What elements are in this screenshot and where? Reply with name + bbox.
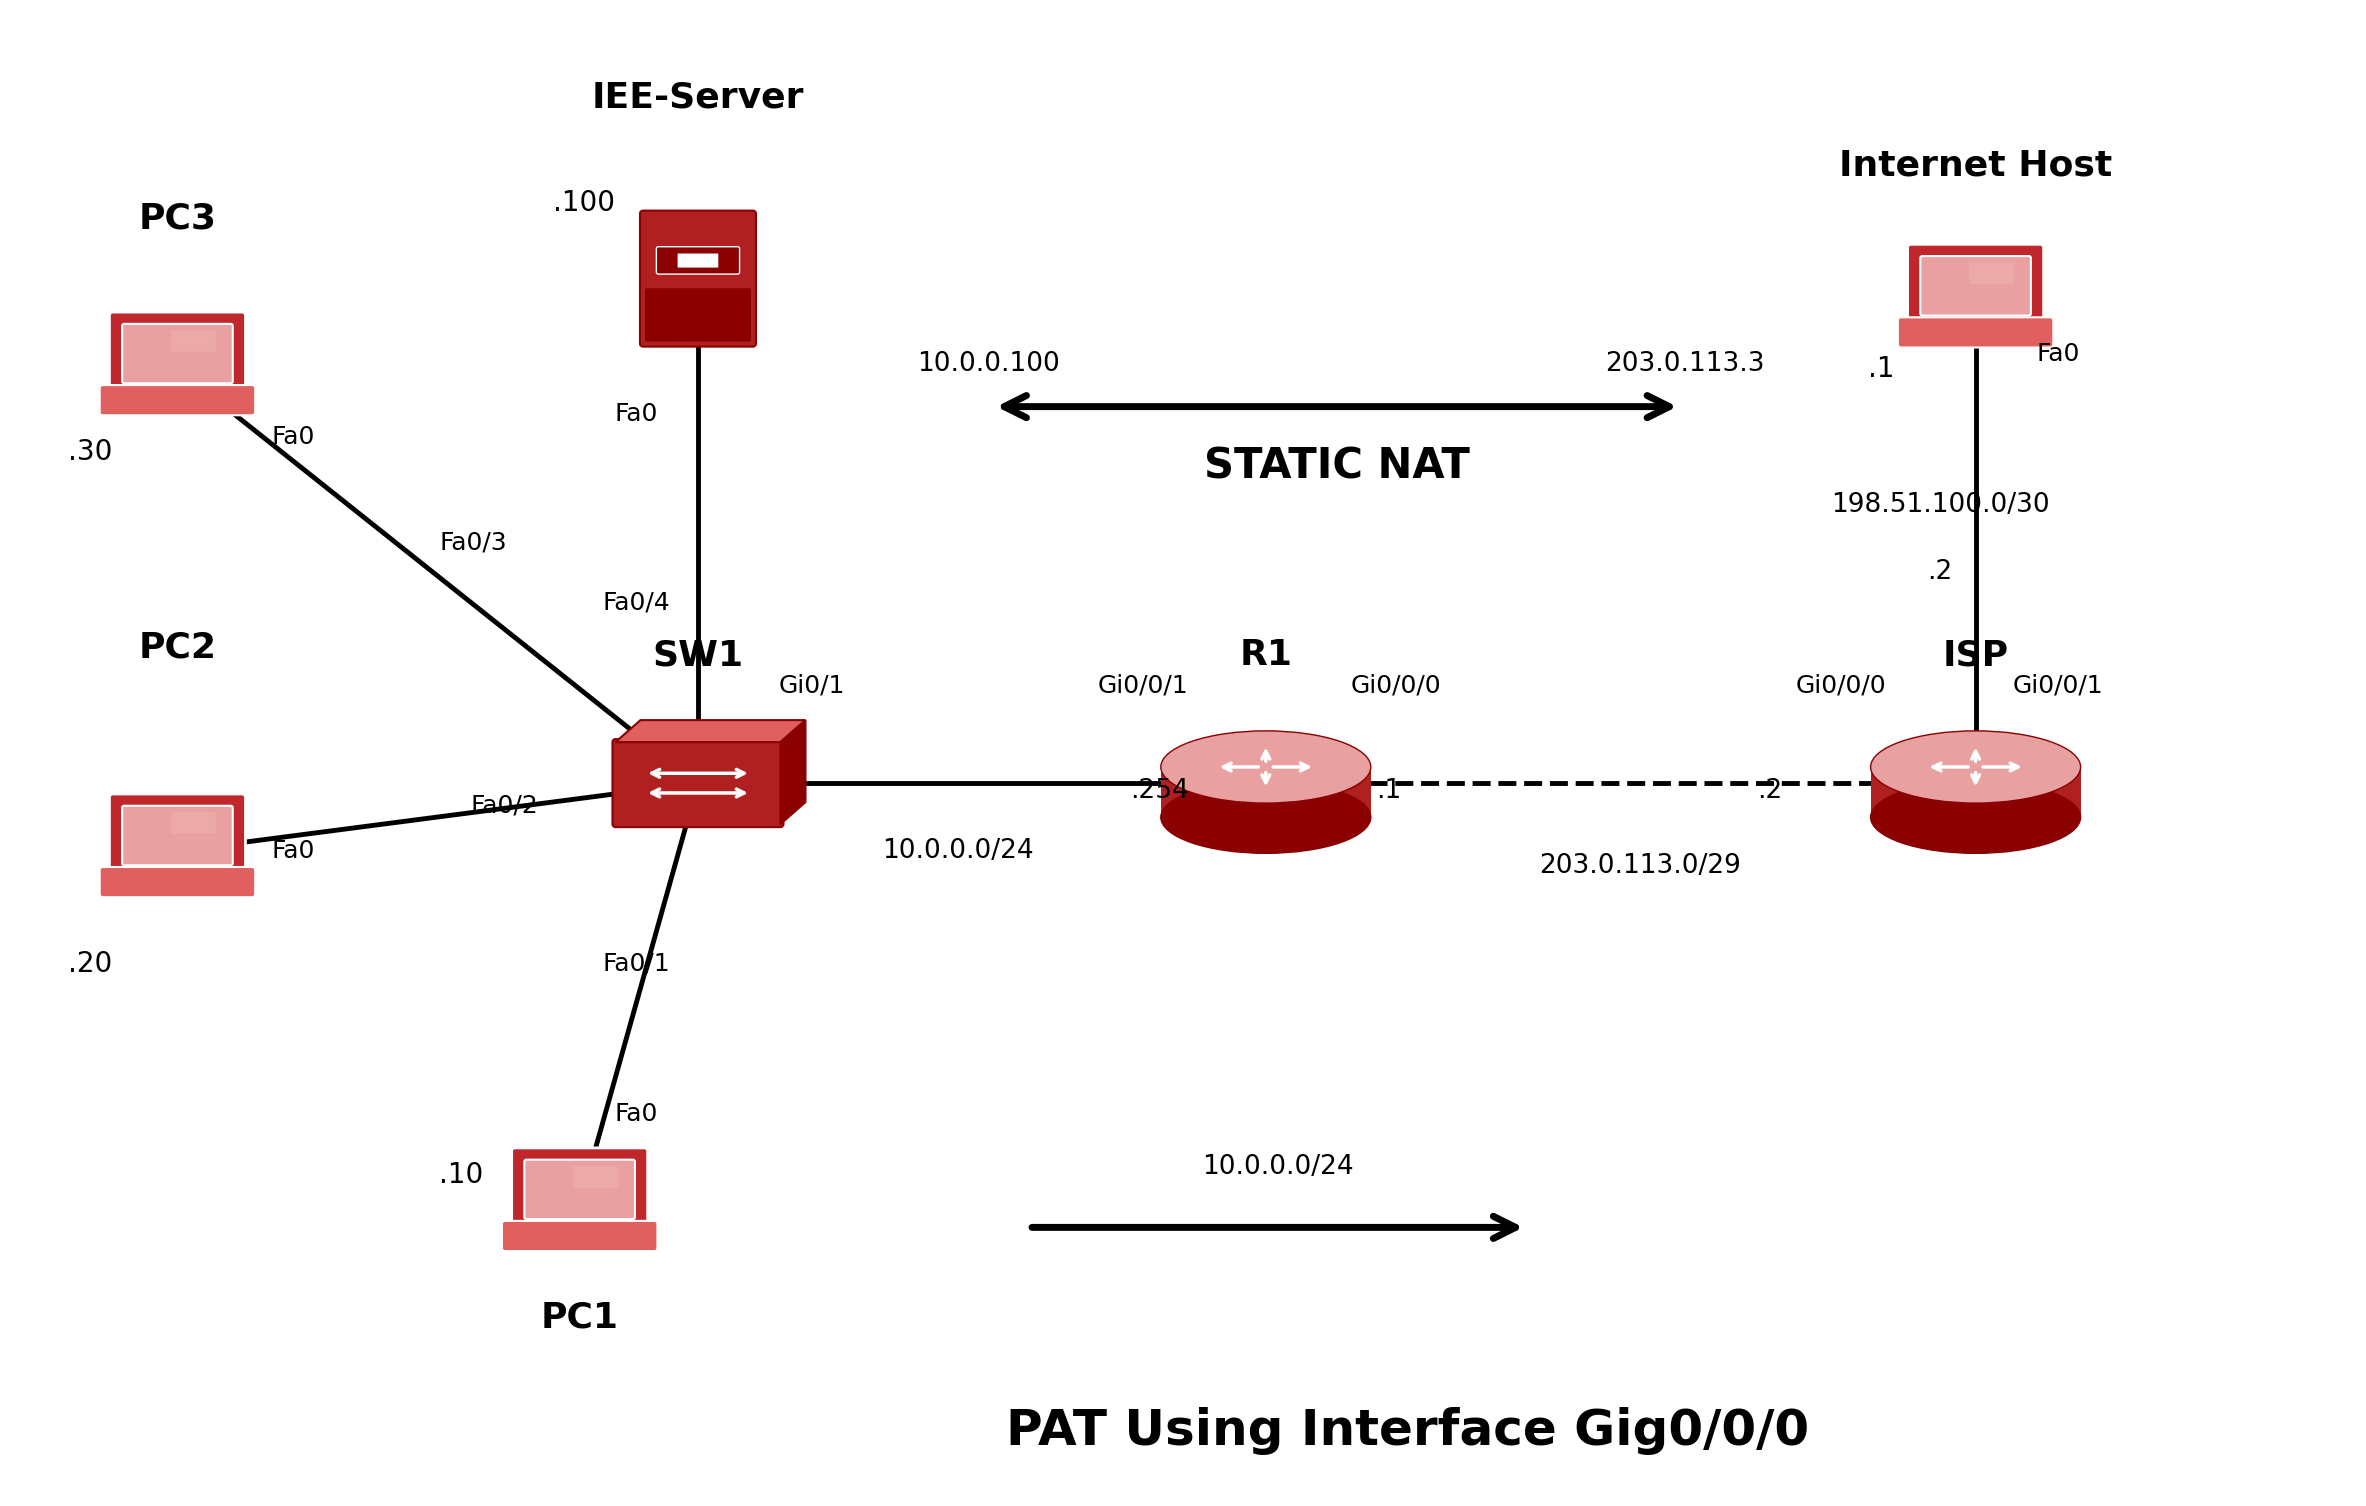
FancyBboxPatch shape: [109, 794, 246, 876]
Text: Fa0/2: Fa0/2: [471, 794, 537, 818]
Text: .2: .2: [1758, 777, 1782, 804]
Text: .30: .30: [69, 438, 111, 465]
FancyBboxPatch shape: [123, 806, 232, 866]
Text: PC2: PC2: [140, 631, 215, 664]
Text: .254: .254: [1131, 777, 1188, 804]
FancyBboxPatch shape: [573, 1166, 618, 1188]
Text: Gi0/0/1: Gi0/0/1: [1098, 673, 1188, 697]
FancyBboxPatch shape: [1898, 318, 2054, 348]
Ellipse shape: [1872, 782, 2080, 854]
Ellipse shape: [1872, 730, 2080, 803]
Text: .2: .2: [1928, 559, 1952, 586]
Text: SW1: SW1: [653, 639, 743, 672]
Text: 203.0.113.0/29: 203.0.113.0/29: [1538, 852, 1741, 880]
Text: Fa0/1: Fa0/1: [603, 952, 670, 976]
Text: PC3: PC3: [140, 202, 215, 235]
Text: ISP: ISP: [1942, 639, 2009, 672]
Text: PAT Using Interface Gig0/0/0: PAT Using Interface Gig0/0/0: [1006, 1407, 1810, 1455]
Text: 198.51.100.0/30: 198.51.100.0/30: [1831, 491, 2049, 518]
FancyBboxPatch shape: [639, 211, 757, 346]
FancyBboxPatch shape: [646, 288, 750, 342]
FancyBboxPatch shape: [170, 812, 215, 834]
Ellipse shape: [1162, 730, 1370, 803]
Text: STATIC NAT: STATIC NAT: [1204, 446, 1469, 488]
Text: .10: .10: [440, 1161, 483, 1188]
Text: IEE-Server: IEE-Server: [592, 81, 804, 114]
FancyBboxPatch shape: [170, 330, 215, 352]
Text: 203.0.113.3: 203.0.113.3: [1604, 351, 1765, 378]
Polygon shape: [615, 720, 804, 742]
Text: Internet Host: Internet Host: [1838, 149, 2113, 182]
Text: R1: R1: [1240, 639, 1292, 672]
Text: Fa0: Fa0: [615, 1102, 658, 1126]
Text: Gi0/0/0: Gi0/0/0: [1351, 673, 1441, 697]
Polygon shape: [781, 720, 804, 824]
FancyBboxPatch shape: [613, 739, 783, 827]
Text: Fa0: Fa0: [615, 402, 658, 426]
Polygon shape: [1872, 767, 2080, 819]
FancyBboxPatch shape: [99, 867, 256, 898]
Text: Fa0/3: Fa0/3: [440, 530, 506, 554]
FancyBboxPatch shape: [502, 1221, 658, 1251]
Text: 10.0.0.0/24: 10.0.0.0/24: [883, 837, 1034, 864]
Text: .1: .1: [1377, 777, 1401, 804]
Text: Gi0/0/0: Gi0/0/0: [1796, 673, 1886, 697]
Text: .20: .20: [69, 950, 111, 977]
FancyBboxPatch shape: [109, 312, 246, 395]
FancyBboxPatch shape: [1907, 244, 2044, 327]
FancyBboxPatch shape: [99, 386, 256, 416]
Text: Gi0/0/1: Gi0/0/1: [2013, 673, 2103, 697]
FancyBboxPatch shape: [525, 1160, 634, 1220]
Text: Fa0/4: Fa0/4: [603, 590, 670, 614]
Text: .100: .100: [554, 190, 615, 217]
Text: Fa0: Fa0: [272, 425, 315, 449]
FancyBboxPatch shape: [123, 324, 232, 384]
FancyBboxPatch shape: [677, 253, 719, 268]
Text: 10.0.0.0/24: 10.0.0.0/24: [1202, 1154, 1353, 1181]
FancyBboxPatch shape: [511, 1148, 648, 1230]
FancyBboxPatch shape: [1921, 256, 2030, 316]
Polygon shape: [1162, 767, 1370, 819]
Text: PC1: PC1: [542, 1301, 618, 1334]
Text: .1: .1: [1867, 355, 1895, 383]
Text: Fa0: Fa0: [2037, 342, 2080, 366]
FancyBboxPatch shape: [655, 247, 741, 274]
Text: 10.0.0.100: 10.0.0.100: [918, 351, 1060, 378]
Text: Fa0: Fa0: [272, 839, 315, 863]
Text: Gi0/1: Gi0/1: [778, 673, 845, 697]
FancyBboxPatch shape: [1969, 262, 2013, 285]
Ellipse shape: [1162, 782, 1370, 854]
